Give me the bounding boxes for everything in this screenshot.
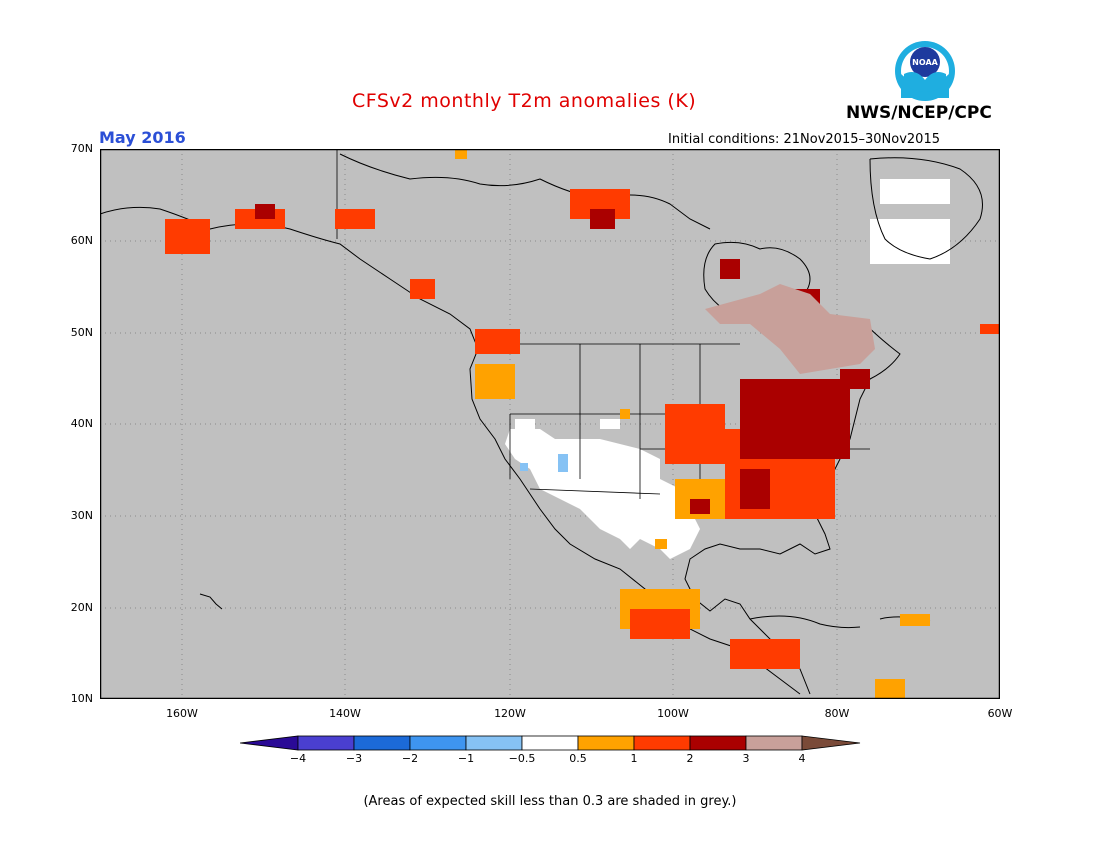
lon-label-140w: 140W — [329, 707, 361, 720]
colorbar-label: −0.5 — [508, 752, 536, 765]
anomaly-map — [100, 149, 1000, 699]
lat-label-30n: 30N — [70, 509, 93, 522]
initial-conditions: Initial conditions: 21Nov2015–30Nov2015 — [668, 132, 940, 147]
map-title: CFSv2 monthly T2m anomalies (K) — [352, 90, 697, 112]
colorbar-label: −1 — [457, 752, 475, 765]
lon-label-100w: 100W — [657, 707, 689, 720]
colorbar-label: 2 — [686, 752, 694, 765]
colorbar-label: 1 — [630, 752, 638, 765]
colorbar-label: 3 — [742, 752, 750, 765]
lat-label-10n: 10N — [70, 692, 93, 705]
colorbar-label: −4 — [289, 752, 307, 765]
anomaly-pink — [705, 284, 875, 374]
forecast-month: May 2016 — [99, 128, 186, 147]
lat-label-20n: 20N — [70, 601, 93, 614]
lon-label-60w: 60W — [987, 707, 1013, 720]
colorbar — [240, 735, 861, 751]
colorbar-bin — [689, 735, 747, 751]
near-normal-areas — [505, 179, 950, 559]
colorbar-bin — [521, 735, 579, 751]
lat-label-40n: 40N — [70, 417, 93, 430]
logo-text: NOAA — [912, 58, 938, 67]
noaa-logo: NOAA — [895, 41, 955, 101]
lat-label-50n: 50N — [70, 326, 93, 339]
colorbar-bin — [465, 735, 523, 751]
lat-label-70n: 70N — [70, 142, 93, 155]
colorbar-bin — [409, 735, 467, 751]
cool-spot — [520, 463, 528, 471]
lon-label-80w: 80W — [824, 707, 850, 720]
colorbar-arrow-low — [240, 735, 299, 751]
cool-spot — [558, 454, 568, 472]
colorbar-arrow-high — [801, 735, 861, 751]
lon-label-120w: 120W — [494, 707, 526, 720]
colorbar-bin — [297, 735, 355, 751]
colorbar-label: −3 — [345, 752, 363, 765]
colorbar-bin — [577, 735, 635, 751]
colorbar-bin — [353, 735, 411, 751]
colorbar-label: −2 — [401, 752, 419, 765]
lat-label-60n: 60N — [70, 234, 93, 247]
skill-footnote: (Areas of expected skill less than 0.3 a… — [363, 794, 737, 809]
map-frame — [100, 149, 1000, 699]
colorbar-label: 0.5 — [569, 752, 587, 765]
colorbar-bin — [633, 735, 691, 751]
colorbar-label: 4 — [798, 752, 806, 765]
colorbar-bin — [745, 735, 803, 751]
agency-label: NWS/NCEP/CPC — [846, 103, 992, 123]
lon-label-160w: 160W — [166, 707, 198, 720]
